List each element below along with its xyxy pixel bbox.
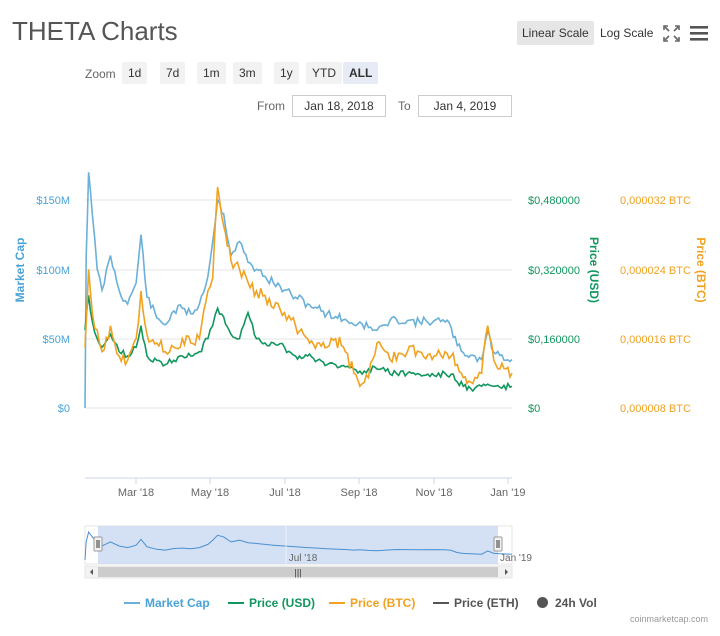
right-usd-axis-title: Price (USD) <box>587 237 601 303</box>
left-axis-title: Market Cap <box>13 238 27 303</box>
right-usd-tick-label: $0,160000 <box>528 334 580 346</box>
log-scale-button[interactable]: Log Scale <box>600 26 654 40</box>
legend-item-24h-vol[interactable]: 24h Vol <box>537 595 597 610</box>
to-label: To <box>398 99 411 113</box>
legend-label: 24h Vol <box>555 595 597 610</box>
x-tick-label: Mar '18 <box>118 487 154 499</box>
legend-item-price-btc[interactable]: Price (BTC) <box>329 595 415 610</box>
scrollbar-thumb[interactable] <box>98 567 498 577</box>
legend-label: Market Cap <box>145 595 210 610</box>
zoom-label: Zoom <box>85 67 116 81</box>
scroll-right-arrow-icon[interactable] <box>505 569 508 575</box>
x-tick-label: Jul '18 <box>269 487 300 499</box>
left-tick-label: $150M <box>36 195 70 207</box>
x-tick-label: Nov '18 <box>416 487 453 499</box>
watermark: coinmarketcap.com <box>629 614 708 624</box>
legend-label: Price (ETH) <box>454 595 519 610</box>
legend-line-symbol <box>124 601 140 604</box>
legend-item-price-eth[interactable]: Price (ETH) <box>433 595 519 610</box>
zoom-all-button[interactable]: ALL <box>343 62 379 84</box>
navigator-handle[interactable] <box>493 536 503 552</box>
zoom-1y-button[interactable]: 1y <box>274 62 299 84</box>
legend-line-symbol <box>433 601 449 604</box>
zoom-1m-button[interactable]: 1m <box>197 62 226 84</box>
navigator-tick-label: Jul '18 <box>289 553 318 564</box>
right-usd-tick-label: $0,320000 <box>528 265 580 277</box>
left-tick-label: $0 <box>58 403 70 415</box>
navigator-selection <box>98 526 498 564</box>
legend-item-price-usd[interactable]: Price (USD) <box>228 595 315 610</box>
legend-label: Price (BTC) <box>350 595 416 610</box>
scroll-left-arrow-icon[interactable] <box>90 569 93 575</box>
page-title: THETA Charts <box>12 16 178 46</box>
right-btc-tick-label: 0,000016 BTC <box>620 334 691 346</box>
left-tick-label: $100M <box>36 265 70 277</box>
right-btc-tick-label: 0,000008 BTC <box>620 403 691 415</box>
legend-item-market-cap[interactable]: Market Cap <box>124 595 210 610</box>
legend-line-symbol <box>228 601 244 604</box>
x-tick-label: Jan '19 <box>490 487 525 499</box>
zoom-7d-button[interactable]: 7d <box>160 62 186 84</box>
right-btc-axis-title: Price (BTC) <box>694 237 708 302</box>
navigator-handle-body <box>93 536 103 552</box>
x-tick-label: Sep '18 <box>341 487 378 499</box>
linear-scale-button[interactable]: Linear Scale <box>517 21 594 45</box>
left-tick-label: $50M <box>42 334 70 346</box>
legend-dot-symbol <box>537 597 548 609</box>
navigator-handle-body <box>493 536 503 552</box>
to-date-input[interactable] <box>418 95 512 117</box>
x-tick-label: May '18 <box>191 487 229 499</box>
navigator-line <box>84 530 513 561</box>
zoom-1d-button[interactable]: 1d <box>122 62 148 84</box>
right-btc-tick-label: 0,000032 BTC <box>620 195 691 207</box>
series-price-usd-line <box>84 295 513 393</box>
from-date-input[interactable] <box>292 95 386 117</box>
navigator-handle[interactable] <box>93 536 103 552</box>
legend-label: Price (USD) <box>249 595 316 610</box>
fullscreen-icon[interactable] <box>663 25 680 42</box>
menu-icon[interactable] <box>690 26 708 41</box>
series-price-btc-line <box>84 186 513 388</box>
right-usd-tick-label: $0,480000 <box>528 195 580 207</box>
zoom-ytd-button[interactable]: YTD <box>306 62 342 84</box>
right-usd-tick-label: $0 <box>528 403 540 415</box>
legend-line-symbol <box>329 601 345 604</box>
zoom-3m-button[interactable]: 3m <box>233 62 262 84</box>
from-label: From <box>257 99 285 113</box>
scrollbar-grip: ||| <box>294 568 301 578</box>
series-market-cap-line <box>84 172 513 409</box>
theta-chart: $0 $50M $100M $150M $0 $0,160000 $0,320000 $0,4… <box>13 172 708 579</box>
right-btc-tick-label: 0,000024 BTC <box>620 265 691 277</box>
navigator-tick-label: Jan '19 <box>500 553 532 564</box>
